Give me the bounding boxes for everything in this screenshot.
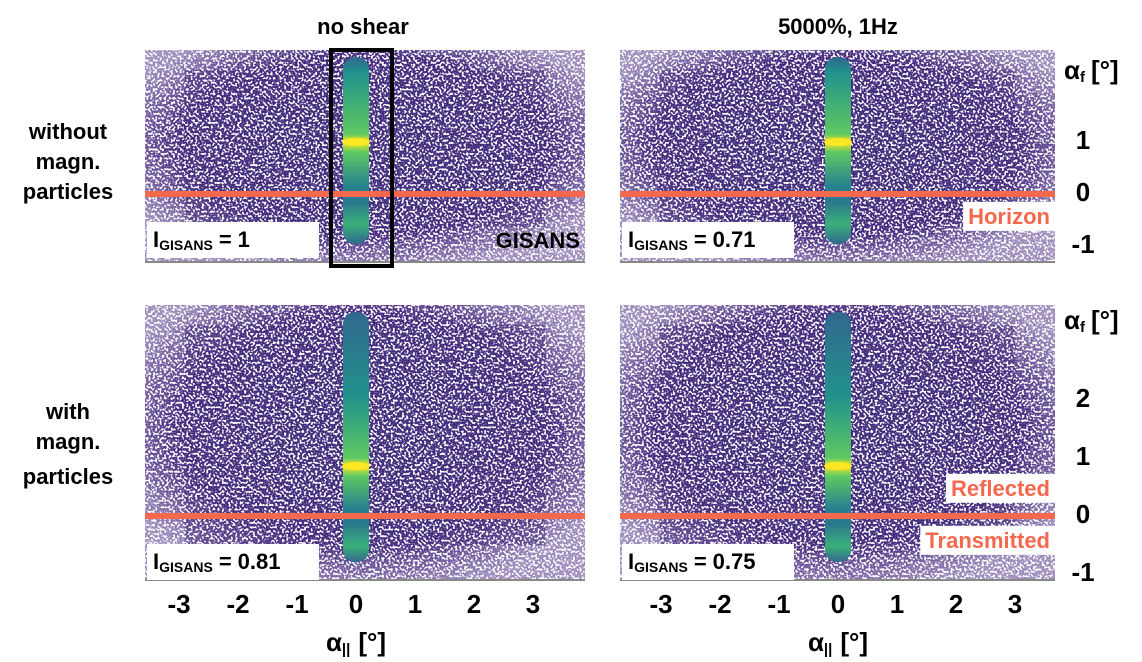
y-tick-label: 2: [1076, 383, 1090, 413]
specular-streak: [825, 312, 851, 562]
x-tick-label: -1: [285, 589, 308, 619]
y-tick-label: 0: [1076, 177, 1090, 207]
y-tick-label: 1: [1076, 125, 1090, 155]
axis-unit: [°]: [1091, 305, 1119, 335]
axis-subscript: f: [1080, 69, 1086, 86]
intensity-label: IGISANS = 0.75: [628, 549, 756, 575]
axis-symbol: α: [326, 627, 342, 657]
annotation: Horizon: [968, 204, 1050, 229]
intensity-subscript: GISANS: [159, 559, 213, 575]
row-label: particles: [23, 464, 114, 489]
intensity-symbol: I: [153, 227, 159, 252]
axis-symbol: α: [1064, 55, 1080, 85]
bright-spot: [342, 462, 370, 470]
intensity-value: 0.75: [713, 549, 756, 574]
intensity-relation: =: [219, 227, 232, 252]
label-box: [622, 544, 794, 580]
row-label: particles: [23, 179, 114, 204]
intensity-label: IGISANS = 0.71: [628, 227, 756, 253]
axis-unit: [°]: [1091, 55, 1119, 85]
intensity-symbol: I: [628, 227, 634, 252]
annotation: GISANS: [496, 228, 580, 253]
label-box: [622, 222, 794, 258]
intensity-symbol: I: [628, 549, 634, 574]
x-tick-label: 1: [890, 589, 904, 619]
y-axis-label: αf [°]: [1064, 305, 1119, 336]
axis-subscript: ||: [824, 641, 832, 658]
specular-streak: [343, 57, 369, 244]
column-title: no shear: [317, 14, 409, 39]
x-tick-label: 0: [831, 589, 845, 619]
x-tick-label: -3: [649, 589, 672, 619]
bright-spot: [824, 138, 852, 146]
x-axis-label: α|| [°]: [808, 627, 868, 658]
x-tick-label: 3: [1008, 589, 1022, 619]
intensity-value: 1: [238, 227, 250, 252]
intensity-subscript: GISANS: [634, 237, 688, 253]
y-tick-label: -1: [1071, 229, 1094, 259]
x-tick-label: -1: [767, 589, 790, 619]
row-label: magn.: [36, 429, 101, 454]
intensity-label: IGISANS = 0.81: [153, 549, 281, 575]
y-tick-label: 0: [1076, 499, 1090, 529]
row-label: with: [45, 399, 90, 424]
label-box: [147, 222, 319, 258]
intensity-subscript: GISANS: [634, 559, 688, 575]
annotation: Reflected: [951, 476, 1050, 501]
specular-streak: [825, 57, 851, 244]
axis-unit: [°]: [840, 627, 868, 657]
intensity-relation: =: [219, 549, 232, 574]
intensity-relation: =: [694, 227, 707, 252]
x-tick-label: 3: [526, 589, 540, 619]
x-tick-label: -3: [167, 589, 190, 619]
axis-symbol: α: [1064, 305, 1080, 335]
axis-subscript: ||: [342, 641, 350, 658]
annotation-box: [963, 201, 1055, 231]
intensity-symbol: I: [153, 549, 159, 574]
specular-streak: [343, 312, 369, 562]
x-tick-label: -2: [708, 589, 731, 619]
intensity-relation: =: [694, 549, 707, 574]
intensity-label: IGISANS = 1: [153, 227, 250, 253]
axis-symbol: α: [808, 627, 824, 657]
row-label: magn.: [36, 149, 101, 174]
y-tick-label: 1: [1076, 441, 1090, 471]
annotation: Transmitted: [925, 528, 1050, 553]
bright-spot: [824, 462, 852, 470]
axis-unit: [°]: [358, 627, 386, 657]
x-tick-label: -2: [226, 589, 249, 619]
x-tick-label: 2: [949, 589, 963, 619]
x-tick-label: 0: [349, 589, 363, 619]
y-axis-label: αf [°]: [1064, 55, 1119, 86]
x-tick-label: 1: [408, 589, 422, 619]
x-tick-label: 2: [467, 589, 481, 619]
bright-spot: [342, 138, 370, 146]
highlight-box: [329, 48, 394, 268]
row-label: without: [28, 119, 108, 144]
intensity-value: 0.71: [713, 227, 756, 252]
annotation-box: [945, 473, 1055, 503]
axis-subscript: f: [1080, 319, 1086, 336]
y-tick-label: -1: [1071, 557, 1094, 587]
intensity-subscript: GISANS: [159, 237, 213, 253]
label-box: [147, 544, 319, 580]
intensity-value: 0.81: [238, 549, 281, 574]
x-axis-label: α|| [°]: [326, 627, 386, 658]
annotation-box: [920, 525, 1055, 555]
column-title: 5000%, 1Hz: [778, 14, 898, 39]
